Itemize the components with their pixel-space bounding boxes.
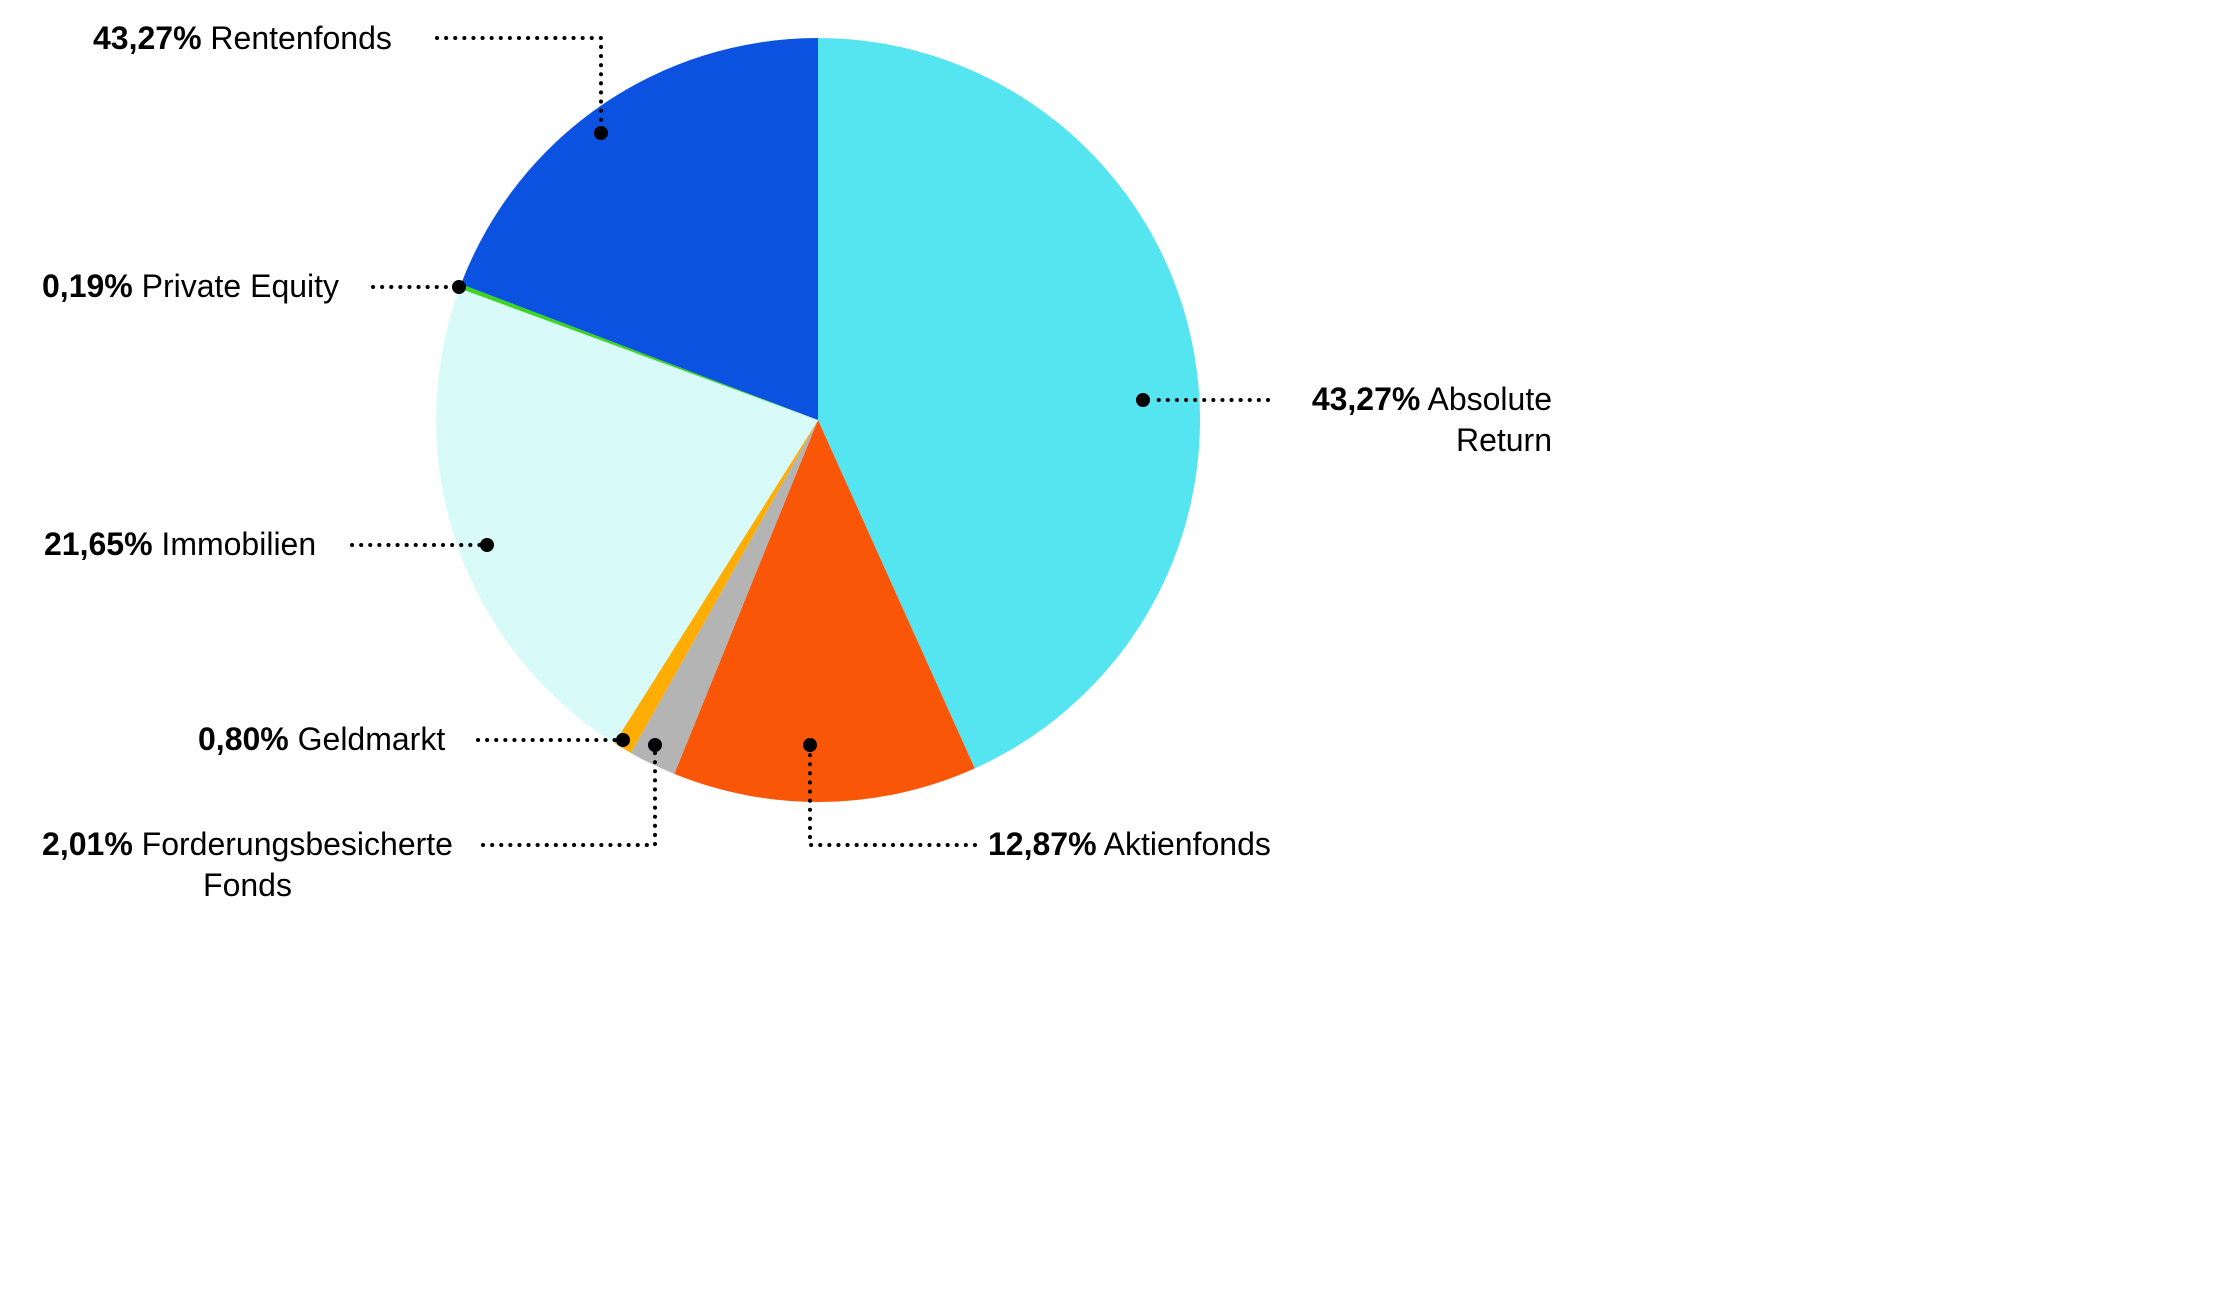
leader-dot-forderungsbesicherte-fonds: [648, 738, 662, 752]
leader-dot-private-equity: [452, 280, 466, 294]
immobilien-percent-label: 21,65%: [44, 526, 153, 562]
callout-private-equity: 0,19% Private Equity: [42, 266, 339, 307]
rentenfonds-category-label: Rentenfonds: [210, 20, 392, 56]
immobilien-category-label: Immobilien: [161, 526, 317, 562]
rentenfonds-percent-label: 43,27%: [93, 20, 202, 56]
callout-geldmarkt: 0,80% Geldmarkt: [198, 719, 445, 760]
leader-dot-absolute-return: [1136, 393, 1150, 407]
pie-slice-rentenfonds: [460, 38, 818, 420]
pie-slice-geldmarkt: [614, 420, 818, 753]
pie-slice-immobilien: [435, 288, 818, 744]
pie-slice-forderungsbesicherte-fonds: [630, 420, 818, 774]
pie-slice-absolute-return: [818, 38, 1201, 769]
callout-rentenfonds: 43,27% Rentenfonds: [93, 18, 392, 59]
leader-line-forderungsbesicherte-fonds: [481, 750, 657, 847]
leader-dot-geldmarkt: [616, 733, 630, 747]
leader-dot-aktienfonds: [803, 738, 817, 752]
callout-absolute-return: 43,27% Absolute Return: [1280, 379, 1552, 461]
leader-dot-rentenfonds: [594, 126, 608, 140]
private-equity-percent-label: 0,19%: [42, 268, 133, 304]
leader-line-rentenfonds: [435, 36, 603, 128]
forderungsbesicherte-fonds-category-label: Forderungsbesicherte Fonds: [141, 826, 453, 903]
aktienfonds-percent-label: 12,87%: [988, 826, 1097, 862]
leader-dot-immobilien: [480, 538, 494, 552]
callout-aktienfonds: 12,87% Aktienfonds: [988, 824, 1271, 865]
geldmarkt-percent-label: 0,80%: [198, 721, 289, 757]
callout-forderungsbesicherte-fonds: 2,01% Forderungsbesicherte Fonds: [25, 824, 470, 906]
private-equity-category-label: Private Equity: [141, 268, 340, 304]
leader-line-aktienfonds: [808, 750, 977, 847]
absolute-return-category-label: Absolute Return: [1427, 381, 1552, 458]
pie-slice-private-equity: [459, 284, 818, 420]
callout-immobilien: 21,65% Immobilien: [44, 524, 316, 565]
aktienfonds-category-label: Aktienfonds: [1103, 826, 1271, 862]
forderungsbesicherte-fonds-percent-label: 2,01%: [42, 826, 133, 862]
absolute-return-percent-label: 43,27%: [1311, 381, 1421, 417]
geldmarkt-category-label: Geldmarkt: [297, 721, 446, 757]
pie-slice-aktienfonds: [674, 420, 975, 802]
